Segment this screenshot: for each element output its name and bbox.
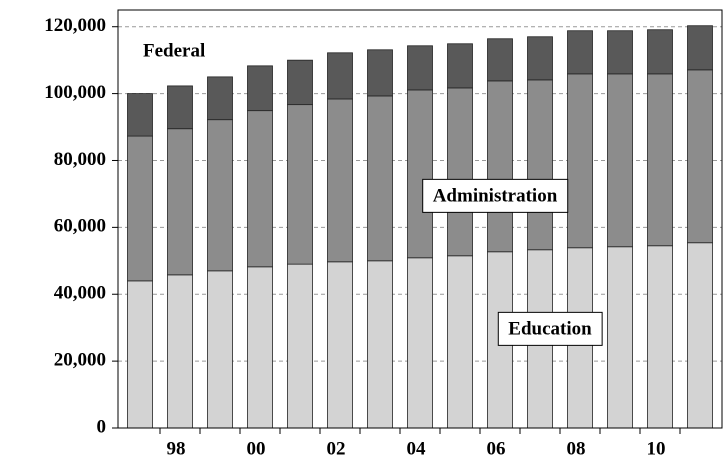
bar-segment xyxy=(447,43,473,89)
x-tick-label: 10 xyxy=(647,438,666,459)
bar-segment xyxy=(167,85,193,130)
bar-segment xyxy=(407,89,433,259)
y-tick-label: 0 xyxy=(97,416,107,437)
bar-segment xyxy=(407,257,433,429)
y-tick-label: 120,000 xyxy=(44,15,106,36)
bar-segment xyxy=(527,79,553,251)
bar-segment xyxy=(167,128,193,276)
y-tick-label: 40,000 xyxy=(54,283,106,304)
x-tick-label: 02 xyxy=(327,438,346,459)
bar-segment xyxy=(487,80,513,253)
bar-segment xyxy=(127,135,153,282)
x-tick-label: 06 xyxy=(487,438,506,459)
series-label: Education xyxy=(497,311,603,346)
bar-segment xyxy=(207,119,233,272)
series-label-text: Federal xyxy=(143,40,205,61)
bar-segment xyxy=(127,280,153,429)
bar-segment xyxy=(247,110,273,268)
bar-segment xyxy=(447,87,473,257)
bar-segment xyxy=(287,263,313,429)
x-tick-label: 04 xyxy=(407,438,427,459)
bar-segment xyxy=(127,93,153,137)
bar-segment xyxy=(367,260,393,429)
y-tick-label: 20,000 xyxy=(54,349,106,370)
bar-segment xyxy=(447,255,473,429)
bar-segment xyxy=(567,73,593,249)
y-tick-label: 80,000 xyxy=(54,149,106,170)
bar-segment xyxy=(247,65,273,112)
bar-segment xyxy=(687,69,713,244)
series-label-text: Administration xyxy=(433,185,558,206)
bar-segment xyxy=(487,38,513,82)
series-label: Federal xyxy=(143,40,205,61)
bar-segment xyxy=(687,25,713,71)
bar-segment xyxy=(407,45,433,91)
bar-segment xyxy=(207,76,233,121)
bar-segment xyxy=(647,245,673,429)
bar-segment xyxy=(327,98,353,263)
bar-segment xyxy=(287,59,313,106)
y-tick-label: 100,000 xyxy=(44,82,106,103)
plot-frame xyxy=(117,9,723,429)
bar-segment xyxy=(607,30,633,75)
bar-segment xyxy=(247,266,273,429)
bar-segment xyxy=(607,73,633,248)
y-tick-label: 60,000 xyxy=(54,216,106,237)
bar-segment xyxy=(327,261,353,429)
series-label-box xyxy=(422,178,569,213)
bar-segment xyxy=(167,274,193,429)
bar-segment xyxy=(607,246,633,429)
x-tick-label: 98 xyxy=(167,438,186,459)
bar-segment xyxy=(367,95,393,262)
bar-segment xyxy=(647,29,673,75)
series-label: Administration xyxy=(422,178,569,213)
bar-segment xyxy=(207,270,233,429)
x-tick-label: 00 xyxy=(247,438,266,459)
bar-segment xyxy=(567,30,593,75)
bar-segment xyxy=(527,36,553,81)
bar-segment xyxy=(687,242,713,429)
bar-segment xyxy=(367,49,393,97)
bar-segment xyxy=(647,73,673,247)
x-tick-label: 08 xyxy=(567,438,586,459)
bar-segment xyxy=(287,104,313,265)
series-label-box xyxy=(497,311,603,346)
bar-segment xyxy=(327,52,353,100)
series-label-text: Education xyxy=(508,318,592,339)
